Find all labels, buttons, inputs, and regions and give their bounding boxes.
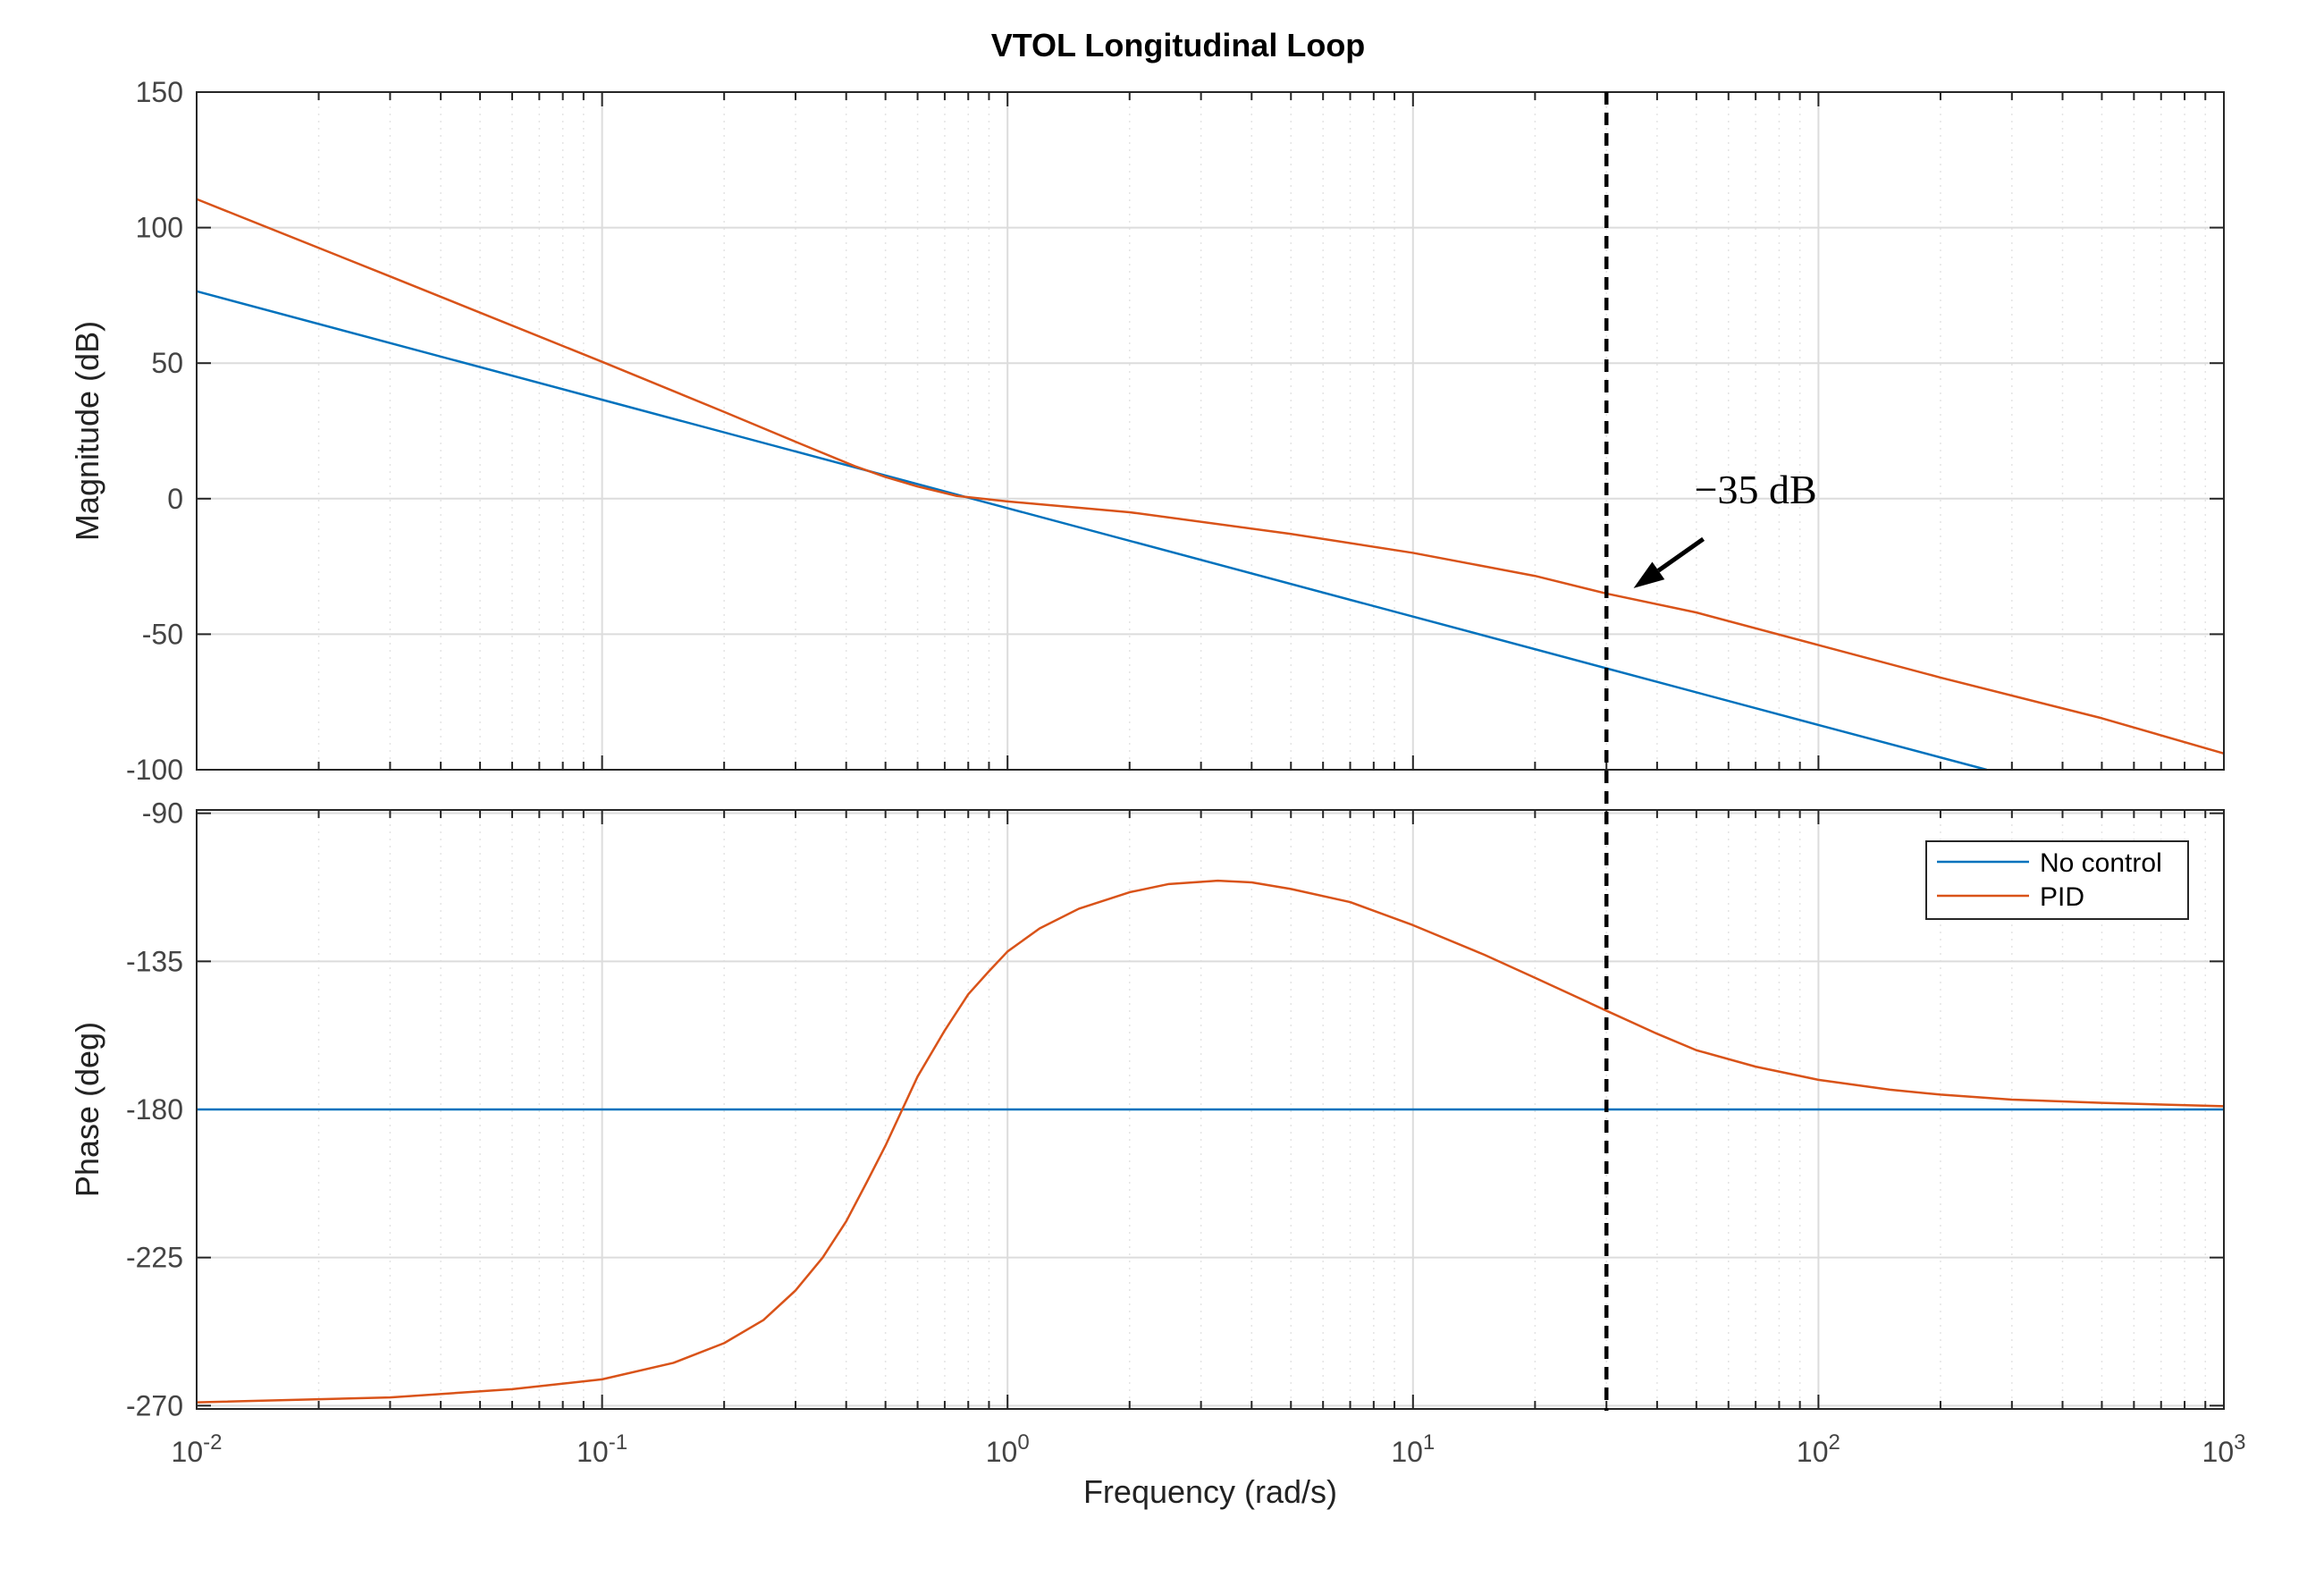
legend-label-pid: PID [2040,882,2084,912]
x-tick-label: 103 [2202,1430,2246,1468]
x-tick-label: 101 [1391,1430,1435,1468]
magnitude-y-tick-label: -100 [126,754,183,786]
legend: No control PID [1925,840,2189,920]
magnitude-y-tick-label: 50 [151,347,183,379]
annotation-arrowhead [1633,561,1665,588]
magnitude-axes-box [196,91,2225,771]
chart-title: VTOL Longitudinal Loop [991,27,1366,63]
phase-y-tick-label: -225 [126,1242,183,1274]
phase-y-axis-label: Phase (deg) [69,1022,105,1197]
x-axis-ticks: 10-2 10-1 100 101 102 103 [172,1430,2246,1468]
phase-panel: -90 -135 -180 -225 -270 Phase (deg) No contr… [69,797,2225,1421]
magnitude-y-tick-label: 150 [136,76,183,108]
phase-y-tick-label: -90 [142,797,183,830]
magnitude-series-pid [196,198,2225,755]
phase-series [196,879,2225,1404]
magnitude-series [196,198,2225,772]
magnitude-y-tick-label: 0 [167,483,183,515]
x-axis-label: Frequency (rad/s) [1083,1473,1337,1510]
phase-y-tick-label: -180 [126,1093,183,1126]
x-tick-label: 102 [1797,1430,1840,1468]
magnitude-grid [197,92,2224,770]
magnitude-panel: 150 100 50 0 -50 -100 Magnitude (dB) [69,76,2225,786]
legend-label-no-control: No control [2040,848,2162,878]
phase-y-ticks: -90 -135 -180 -225 -270 [126,797,2224,1421]
x-tick-label: 100 [986,1430,1030,1468]
x-tick-label: 10-2 [172,1430,223,1468]
phase-y-tick-label: -135 [126,945,183,977]
annotation-arrow [1656,536,1705,573]
magnitude-y-tick-label: -50 [142,618,183,650]
magnitude-annotation: −35 dB [1633,467,1817,588]
magnitude-y-axis-label: Magnitude (dB) [69,321,105,541]
magnitude-y-tick-label: 100 [136,212,183,244]
magnitude-series-no-control [196,290,1987,772]
magnitude-plot-area [197,92,2224,770]
phase-series-pid [196,879,2225,1404]
phase-y-tick-label: -270 [126,1389,183,1421]
phase-axes-box [196,809,2225,1410]
x-tick-label: 10-1 [577,1430,627,1468]
legend-box [1925,840,2189,920]
magnitude-y-ticks: 150 100 50 0 -50 -100 [126,76,2224,786]
annotation-label: −35 dB [1695,467,1817,512]
